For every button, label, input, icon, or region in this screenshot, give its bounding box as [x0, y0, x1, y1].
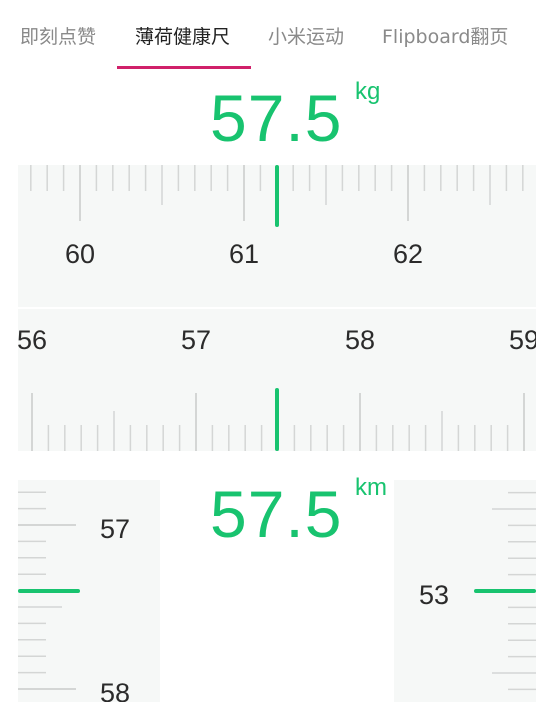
- tab-flipboard-page[interactable]: Flipboard翻页: [382, 26, 509, 48]
- ruler-mid-label: 56: [18, 325, 48, 355]
- tab-xiaomi-sport[interactable]: 小米运动: [268, 26, 345, 48]
- distance-value: 57.5: [210, 477, 343, 551]
- distance-ruler-right-indicator: [474, 589, 536, 593]
- ruler-mid-label: 58: [344, 325, 376, 355]
- ruler-left-label: 58: [100, 678, 131, 702]
- ruler-top-label: 62: [392, 239, 424, 269]
- ruler-top-label: 61: [228, 239, 260, 269]
- ruler-right-label: 53: [419, 580, 450, 610]
- distance-ruler-left[interactable]: 57 58: [18, 480, 160, 702]
- ruler-top-label: 60: [64, 239, 96, 269]
- weight-ruler-bottom[interactable]: 56 57 58 59: [18, 309, 536, 451]
- tab-bar: 即刻点赞 薄荷健康尺 小米运动 Flipboard翻页: [0, 0, 550, 72]
- weight-ruler-bottom-indicator: [275, 388, 279, 451]
- tab-indicator: [117, 66, 251, 69]
- weight-ruler-top-ticks: [30, 165, 524, 221]
- distance-ruler-right[interactable]: 53: [394, 480, 536, 702]
- distance-unit: km: [355, 474, 387, 501]
- ruler-mid-label: 59: [508, 325, 536, 355]
- distance-ruler-left-indicator: [18, 589, 80, 593]
- weight-value: 57.5: [210, 81, 343, 155]
- weight-ruler-top[interactable]: 60 61 62: [18, 165, 536, 307]
- tab-jike-like[interactable]: 即刻点赞: [20, 26, 97, 48]
- tab-mint-health-ruler[interactable]: 薄荷健康尺: [135, 26, 231, 48]
- ruler-left-label: 57: [100, 514, 131, 544]
- weight-unit: kg: [355, 78, 381, 105]
- weight-ruler-top-indicator: [275, 165, 279, 227]
- ruler-mid-label: 57: [180, 325, 212, 355]
